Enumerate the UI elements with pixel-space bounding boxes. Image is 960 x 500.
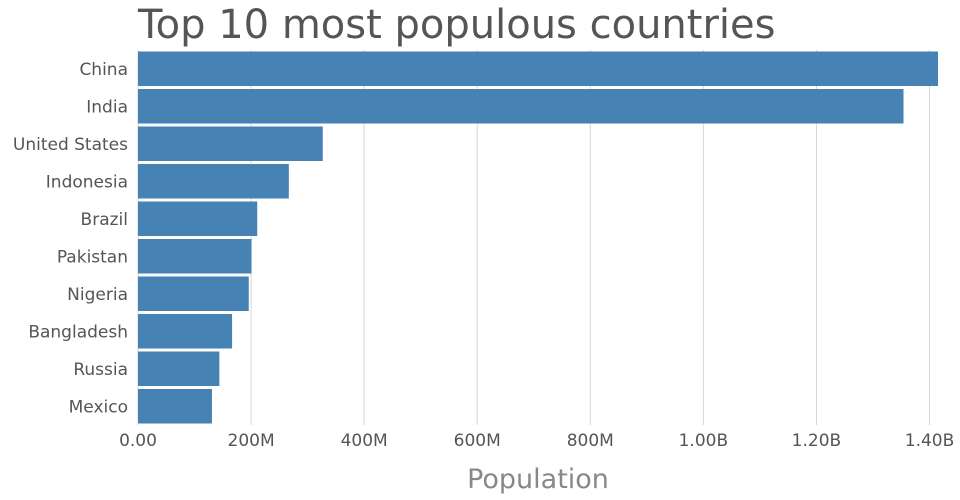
bar-pakistan[interactable] — [138, 239, 252, 274]
bar-layer — [138, 51, 938, 424]
x-tick-label-5: 1.00B — [679, 431, 729, 451]
x-tick-label-4: 800M — [567, 431, 614, 451]
category-label-brazil: Brazil — [81, 210, 128, 230]
chart-title: Top 10 most populous countries — [137, 2, 775, 48]
x-tick-label-7: 1.40B — [905, 431, 955, 451]
category-label-mexico: Mexico — [69, 397, 128, 417]
category-label-china: China — [79, 60, 128, 80]
category-label-bangladesh: Bangladesh — [28, 322, 128, 342]
category-label-indonesia: Indonesia — [46, 172, 128, 192]
bar-united-states[interactable] — [138, 126, 323, 162]
bar-bangladesh[interactable] — [138, 314, 233, 349]
category-label-india: India — [86, 97, 128, 117]
bar-india[interactable] — [138, 89, 904, 124]
category-label-pakistan: Pakistan — [57, 247, 128, 267]
x-tick-label-1: 200M — [228, 431, 275, 451]
x-tick-label-3: 600M — [454, 431, 501, 451]
x-tick-label-2: 400M — [341, 431, 388, 451]
x-tick-label-6: 1.20B — [792, 431, 842, 451]
category-label-nigeria: Nigeria — [67, 285, 128, 305]
bar-brazil[interactable] — [138, 201, 258, 237]
category-label-united-states: United States — [13, 135, 128, 155]
bar-china[interactable] — [138, 51, 938, 87]
x-axis-title: Population — [467, 464, 609, 495]
x-tick-labels: 0.00 200M 400M 600M 800M 1.00B 1.20B 1.40B — [119, 431, 954, 451]
category-labels: China India United States Indonesia Brazil Pa… — [13, 60, 128, 418]
bar-indonesia[interactable] — [138, 164, 289, 199]
bar-nigeria[interactable] — [138, 276, 249, 312]
bar-mexico[interactable] — [138, 389, 212, 424]
category-label-russia: Russia — [73, 360, 128, 380]
bar-russia[interactable] — [138, 351, 220, 387]
x-tick-label-0: 0.00 — [119, 431, 157, 451]
